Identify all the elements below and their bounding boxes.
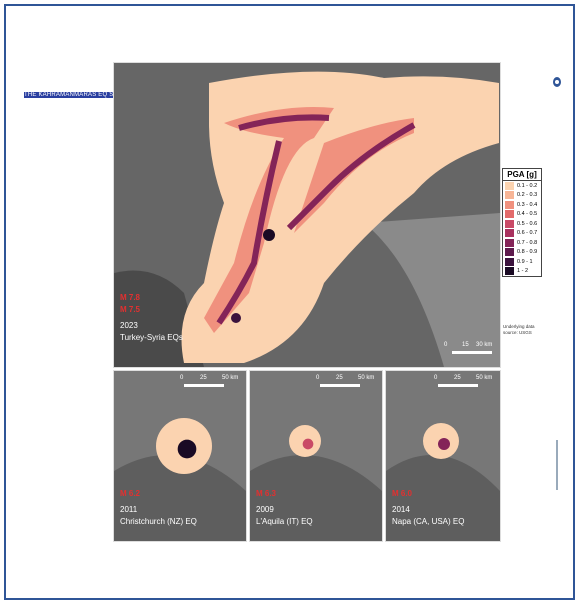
scale-label: 25 xyxy=(454,375,461,381)
legend-item: 0.2 - 0.3 xyxy=(503,191,541,201)
legend: PGA [g] 0.1 - 0.2 0.2 - 0.3 0.3 - 0.4 0.4 -… xyxy=(502,168,542,277)
inset-graphic xyxy=(114,371,246,541)
scale-label: 50 km xyxy=(222,375,239,381)
legend-item: 0.8 - 0.9 xyxy=(503,248,541,258)
legend-label: 0.7 - 0.8 xyxy=(517,239,538,246)
legend-swatch xyxy=(505,191,514,200)
magnitude: M 6.2 xyxy=(120,489,141,498)
legend-swatch xyxy=(505,229,514,238)
legend-item: 1 - 2 xyxy=(503,267,541,277)
data-note: Underlying data source: USGS xyxy=(503,324,535,336)
scale-bar xyxy=(320,384,360,387)
magnitude: M 7.5 xyxy=(120,305,141,314)
legend-swatch xyxy=(505,238,514,247)
scale-bar xyxy=(184,384,224,387)
legend-item: 0.3 - 0.4 xyxy=(503,200,541,210)
legend-item: 0.7 - 0.8 xyxy=(503,238,541,248)
inset-map: M 6.2 2011 Christchurch (NZ) EQ 0 25 50 km xyxy=(113,370,247,542)
legend-item: 0.5 - 0.6 xyxy=(503,219,541,229)
legend-swatch xyxy=(505,257,514,266)
legend-swatch xyxy=(505,210,514,219)
inset-map: M 6.3 2009 L'Aquila (IT) EQ 0 25 50 km xyxy=(249,370,383,542)
magnitude: M 7.8 xyxy=(120,293,141,302)
main-map-graphic xyxy=(114,63,500,367)
scale-bar xyxy=(452,351,492,354)
legend-title: PGA [g] xyxy=(503,169,541,181)
scale-label: 0 xyxy=(180,375,184,381)
scale-label: 25 xyxy=(336,375,343,381)
note-line: Underlying data xyxy=(503,324,535,329)
scale-label: 30 km xyxy=(476,342,493,348)
legend-swatch xyxy=(505,219,514,228)
year: 2009 xyxy=(256,505,274,514)
legend-label: 0.3 - 0.4 xyxy=(517,201,538,208)
inset-graphic xyxy=(386,371,500,541)
year: 2011 xyxy=(120,505,138,514)
legend-label: 0.4 - 0.5 xyxy=(517,211,538,218)
legend-item: 0.4 - 0.5 xyxy=(503,210,541,220)
inset-graphic xyxy=(250,371,382,541)
legend-item: 0.9 - 1 xyxy=(503,257,541,267)
legend-label: 0.2 - 0.3 xyxy=(517,192,538,199)
legend-swatch xyxy=(505,267,514,276)
panel-label: Christchurch (NZ) EQ xyxy=(120,517,197,526)
panel-label: Napa (CA, USA) EQ xyxy=(392,517,465,526)
legend-label: 1 - 2 xyxy=(517,268,529,275)
year: 2023 xyxy=(120,321,138,330)
scale-label: 0 xyxy=(434,375,438,381)
legend-label: 0.8 - 0.9 xyxy=(517,249,538,256)
scale-label: 50 km xyxy=(476,375,493,381)
legend-item: 0.6 - 0.7 xyxy=(503,229,541,239)
scale-label: 25 xyxy=(200,375,207,381)
frame xyxy=(4,4,575,600)
logo xyxy=(553,77,561,87)
panel-label: L'Aquila (IT) EQ xyxy=(256,517,313,526)
scale-label: 50 km xyxy=(358,375,375,381)
scale-label: 0 xyxy=(444,342,448,348)
title-text: THE KAHRAMANMARAS EQ SEQUENCE xyxy=(24,92,145,98)
legend-swatch xyxy=(505,248,514,257)
scale-label: 0 xyxy=(316,375,320,381)
note-line: source: USGS xyxy=(503,330,532,335)
legend-label: 0.6 - 0.7 xyxy=(517,230,538,237)
legend-item: 0.1 - 0.2 xyxy=(503,181,541,191)
scale-bar xyxy=(438,384,478,387)
magnitude: M 6.0 xyxy=(392,489,413,498)
year: 2014 xyxy=(392,505,410,514)
legend-label: 0.5 - 0.6 xyxy=(517,220,538,227)
legend-swatch xyxy=(505,200,514,209)
side-text xyxy=(556,440,558,490)
magnitude: M 6.3 xyxy=(256,489,277,498)
figure-title: THE KAHRAMANMARAS EQ SEQUENCE xyxy=(24,92,145,98)
legend-label: 0.1 - 0.2 xyxy=(517,182,538,189)
scale-label: 15 xyxy=(462,342,469,348)
inset-map: M 6.0 2014 Napa (CA, USA) EQ 0 25 50 km xyxy=(385,370,501,542)
main-map: M 7.8 M 7.5 2023 Turkey-Syria EQs 0 15 3… xyxy=(113,62,501,368)
panel-label: Turkey-Syria EQs xyxy=(120,333,183,342)
legend-swatch xyxy=(505,181,514,190)
legend-label: 0.9 - 1 xyxy=(517,258,533,265)
